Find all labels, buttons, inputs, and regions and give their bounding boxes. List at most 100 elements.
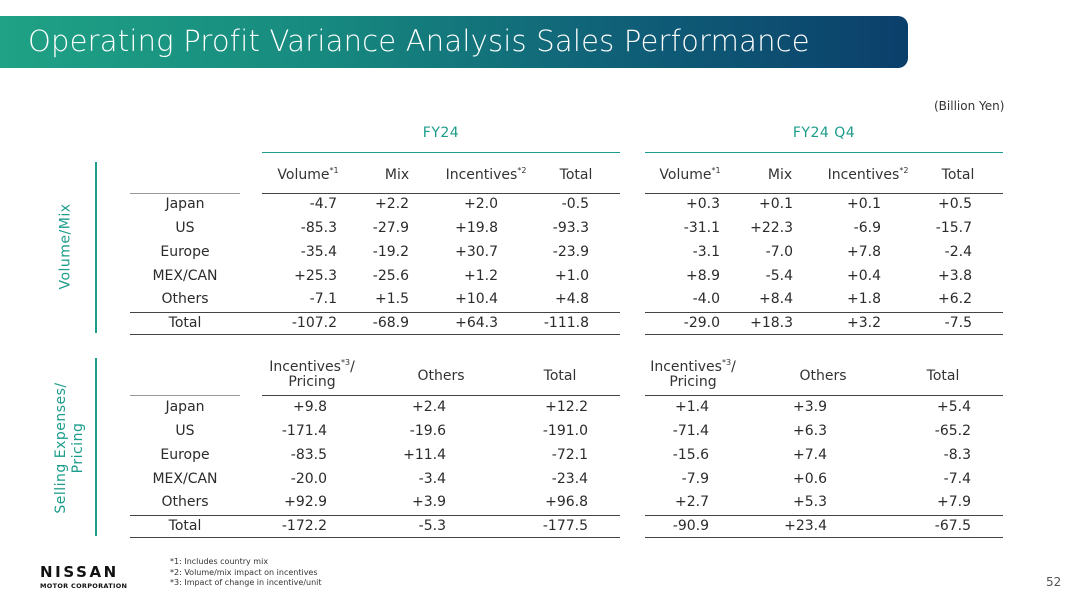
sp-cell-fy24: +3.9 xyxy=(412,494,446,510)
vm-cell-q4: +1.8 xyxy=(847,291,881,307)
vm-header-fy24-3: Total xyxy=(521,168,631,183)
vm-header-rule-label xyxy=(130,193,240,194)
vm-cell-q4: +22.3 xyxy=(750,220,793,236)
vm-cell-fy24: -35.4 xyxy=(300,244,337,260)
vm-header-footnote-mark: *1 xyxy=(711,166,721,175)
vm-header-fy24-2: Incentives*2 xyxy=(431,167,541,183)
vm-cell-fy24: -85.3 xyxy=(300,220,337,236)
sp-header-line2: Pricing xyxy=(288,374,336,390)
vm-header-q4-3: Total xyxy=(903,168,1013,183)
vm-cell-fy24: +4.8 xyxy=(555,291,589,307)
vm-header-text: Total xyxy=(941,167,975,183)
vm-cell-fy24: +2.2 xyxy=(375,196,409,212)
vm-cell-fy24: -7.1 xyxy=(309,291,337,307)
vm-row-label: Japan xyxy=(165,196,205,212)
sp-header-line1: Total xyxy=(500,369,620,384)
selling-label-line1: Selling Expenses/ xyxy=(53,382,69,514)
sp-header-rule-label xyxy=(130,395,240,396)
sp-header-text: Total xyxy=(926,368,960,384)
sp-cell-q4: +5.3 xyxy=(793,494,827,510)
vm-cell-q4: +8.9 xyxy=(686,268,720,284)
sp-cell-q4: -71.4 xyxy=(672,423,709,439)
vm-total-rule-bottom-fy24 xyxy=(130,334,620,335)
vm-cell-fy24: -25.6 xyxy=(372,268,409,284)
sp-header-text: Total xyxy=(543,368,577,384)
vm-cell-q4: +0.4 xyxy=(847,268,881,284)
sp-header-line1: Incentives*3/ xyxy=(633,358,753,375)
vm-header-text: Volume xyxy=(659,167,712,183)
sp-header-fy24-2: Total xyxy=(500,369,620,384)
vm-cell-fy24: -4.7 xyxy=(309,196,337,212)
sp-cell-q4: +5.4 xyxy=(937,399,971,415)
vm-cell-q4: -31.1 xyxy=(683,220,720,236)
sp-header-fy24-0: Incentives*3/Pricing xyxy=(252,358,372,390)
sp-cell-fy24: +96.8 xyxy=(545,494,588,510)
sp-cell-fy24: -3.4 xyxy=(418,471,446,487)
vm-cell-fy24: +1.0 xyxy=(555,268,589,284)
sp-row-label: Others xyxy=(161,494,209,510)
sp-header-rule-q4 xyxy=(645,395,1003,396)
vm-cell-fy24: -27.9 xyxy=(372,220,409,236)
sp-row-label: MEX/CAN xyxy=(152,471,218,487)
sp-cell-fy24: -23.4 xyxy=(551,471,588,487)
vm-header-text: Mix xyxy=(384,167,410,183)
sp-cell-q4: -7.4 xyxy=(943,471,971,487)
sp-cell-fy24: +92.9 xyxy=(284,494,327,510)
sp-header-footnote-mark: *3 xyxy=(340,358,351,367)
vm-cell-q4: -2.4 xyxy=(944,244,972,260)
sp-header-slash: / xyxy=(731,359,736,375)
vm-cell-fy24: +30.7 xyxy=(455,244,498,260)
sp-total-rule-top-q4 xyxy=(645,515,1003,516)
vm-header-rule-q4 xyxy=(645,193,1003,194)
sp-cell-fy24: +12.2 xyxy=(545,399,588,415)
vm-cell-q4: +0.1 xyxy=(847,196,881,212)
sp-cell-q4: +1.4 xyxy=(675,399,709,415)
sp-cell-q4: +6.3 xyxy=(793,423,827,439)
vm-cell-fy24: -107.2 xyxy=(291,315,337,331)
logo-subtitle: MOTOR CORPORATION xyxy=(40,582,128,590)
title-bar: Operating Profit Variance Analysis Sales… xyxy=(0,16,908,68)
sp-cell-q4: -65.2 xyxy=(934,423,971,439)
sp-total-rule-bottom-fy24 xyxy=(130,537,620,538)
vm-cell-q4: -5.4 xyxy=(765,268,793,284)
sp-cell-q4: -7.9 xyxy=(681,471,709,487)
sp-cell-fy24: +9.8 xyxy=(293,399,327,415)
vm-header-q4-1: Mix xyxy=(725,168,835,183)
footnote-3: *3: Impact of change in incentive/unit xyxy=(170,578,322,587)
vm-cell-q4: +3.2 xyxy=(847,315,881,331)
sp-cell-fy24: -177.5 xyxy=(542,518,588,534)
vm-cell-fy24: +25.3 xyxy=(294,268,337,284)
vm-header-q4-2: Incentives*2 xyxy=(813,167,923,183)
vm-row-label: US xyxy=(175,220,195,236)
sp-header-text: Others xyxy=(799,368,847,384)
period-fy24-q4: FY24 Q4 xyxy=(792,125,856,141)
sp-header-line1: Incentives*3/ xyxy=(252,358,372,375)
vm-cell-q4: +3.8 xyxy=(938,268,972,284)
vm-header-fy24-0: Volume*1 xyxy=(253,167,363,183)
vm-cell-fy24: -19.2 xyxy=(372,244,409,260)
vm-cell-q4: +0.3 xyxy=(686,196,720,212)
sp-total-rule-bottom-q4 xyxy=(645,537,1003,538)
vm-header-text: Incentives xyxy=(445,167,518,183)
sp-header-text: Incentives xyxy=(269,359,341,375)
vm-row-label: Europe xyxy=(160,244,210,260)
sp-header-footnote-mark: *3 xyxy=(721,358,732,367)
vm-cell-fy24: -0.5 xyxy=(561,196,589,212)
vm-header-text: Volume xyxy=(277,167,330,183)
sp-cell-fy24: -20.0 xyxy=(290,471,327,487)
sp-cell-q4: +23.4 xyxy=(784,518,827,534)
sp-cell-q4: +7.4 xyxy=(793,447,827,463)
vm-cell-q4: -15.7 xyxy=(935,220,972,236)
vm-cell-q4: +7.8 xyxy=(847,244,881,260)
sp-header-rule-fy24 xyxy=(262,395,620,396)
logo-wordmark: NISSAN xyxy=(40,563,119,581)
unit-note: (Billion Yen) xyxy=(934,99,1005,113)
vm-row-label: Others xyxy=(161,291,209,307)
footnote-2: *2: Volume/mix impact on incentives xyxy=(170,567,318,577)
sp-cell-q4: -8.3 xyxy=(943,447,971,463)
period-underline-fy24 xyxy=(262,152,620,153)
vm-cell-q4: -4.0 xyxy=(692,291,720,307)
vm-cell-q4: -7.5 xyxy=(944,315,972,331)
sp-cell-fy24: -171.4 xyxy=(281,423,327,439)
volume-mix-bracket xyxy=(95,162,97,333)
